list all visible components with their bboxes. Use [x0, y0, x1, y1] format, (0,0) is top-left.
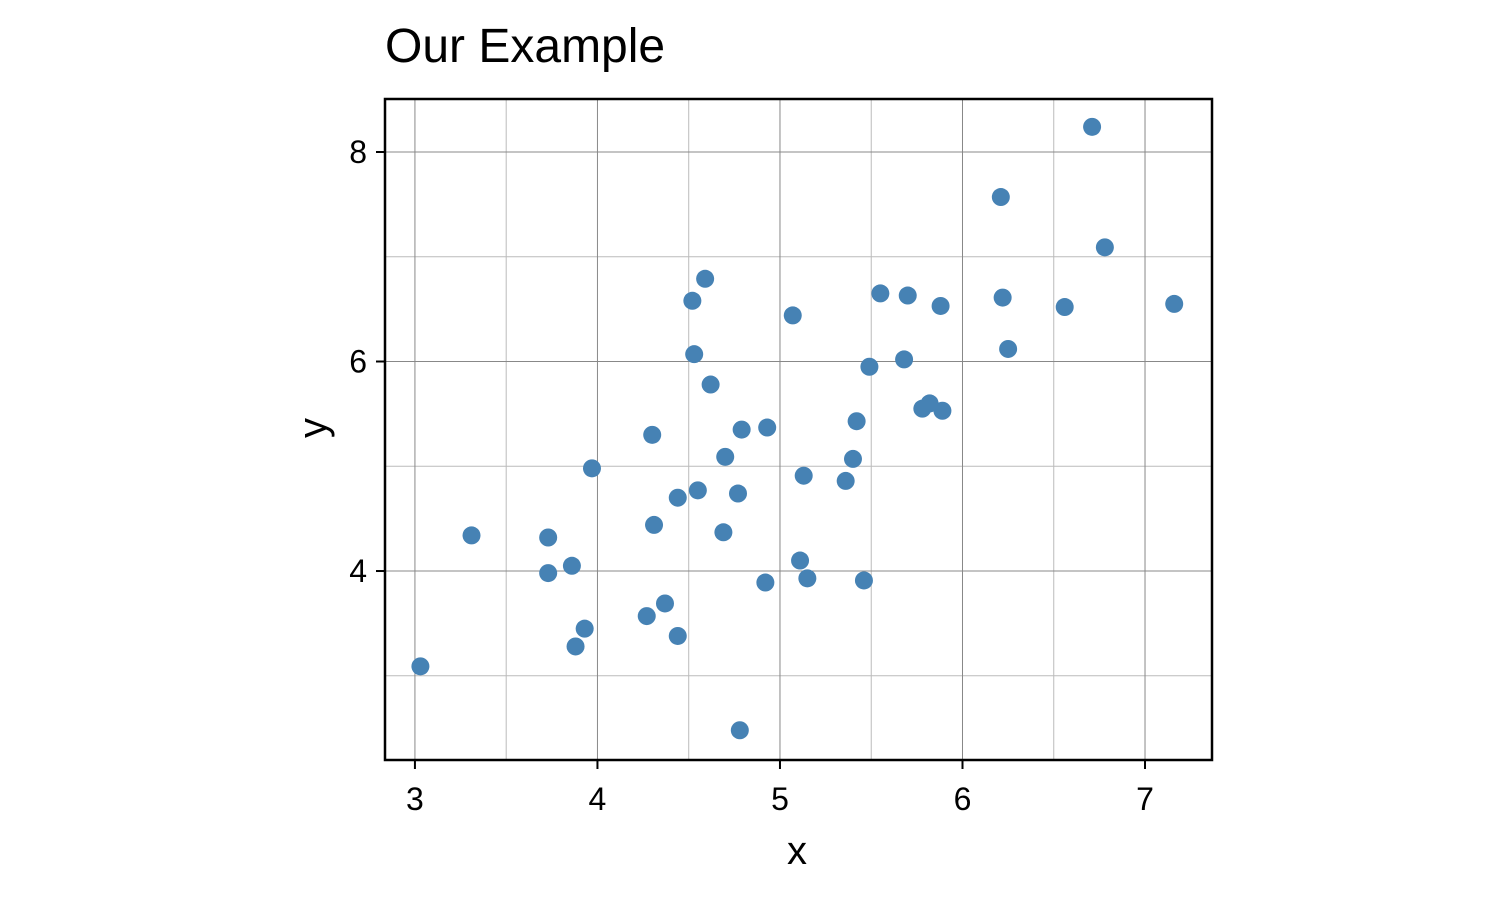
point [758, 418, 777, 437]
y-axis-label: y [291, 418, 335, 438]
point [791, 551, 810, 570]
point [696, 269, 715, 288]
point [898, 286, 917, 305]
point [1165, 294, 1184, 313]
point [860, 357, 879, 376]
point [701, 375, 720, 394]
point [462, 526, 481, 545]
point [798, 569, 817, 588]
point [999, 339, 1018, 358]
x-tick-label: 6 [954, 781, 972, 817]
point [668, 626, 687, 645]
point [993, 288, 1012, 307]
point [716, 447, 735, 466]
point [637, 607, 656, 626]
point [1083, 117, 1102, 136]
point [562, 556, 581, 575]
point [575, 619, 594, 638]
point [991, 188, 1010, 207]
x-axis-label: x [787, 829, 807, 873]
point [836, 471, 855, 490]
point [871, 284, 890, 303]
point [728, 484, 747, 503]
point [539, 528, 558, 547]
point [643, 425, 662, 444]
x-tick-label: 3 [406, 781, 424, 817]
point [933, 401, 952, 420]
point [732, 420, 751, 439]
point [668, 488, 687, 507]
point [688, 481, 707, 500]
point [895, 350, 914, 369]
grid [385, 99, 1212, 760]
x-tick-label: 5 [771, 781, 789, 817]
chart-title: Our Example [385, 20, 665, 73]
point [783, 306, 802, 325]
point [655, 594, 674, 613]
y-tick-label: 4 [349, 553, 367, 589]
point [843, 449, 862, 468]
point [931, 296, 950, 315]
point [645, 515, 664, 534]
ticks: 3 4 5 6 7 4 6 8 [349, 134, 1154, 817]
point [1095, 238, 1114, 257]
point [539, 564, 558, 583]
point [685, 345, 704, 364]
plot-frame [383, 97, 1214, 762]
x-tick-label: 7 [1136, 781, 1154, 817]
point [1055, 298, 1074, 317]
point [756, 573, 775, 592]
point [730, 721, 749, 740]
point [714, 523, 733, 542]
point [847, 412, 866, 431]
point [411, 657, 430, 676]
y-tick-label: 6 [349, 344, 367, 380]
x-tick-label: 4 [589, 781, 607, 817]
points [411, 117, 1184, 740]
y-tick-label: 8 [349, 134, 367, 170]
point [582, 459, 601, 478]
point [854, 571, 873, 590]
point [683, 291, 702, 310]
point [794, 466, 813, 485]
point [566, 637, 585, 656]
